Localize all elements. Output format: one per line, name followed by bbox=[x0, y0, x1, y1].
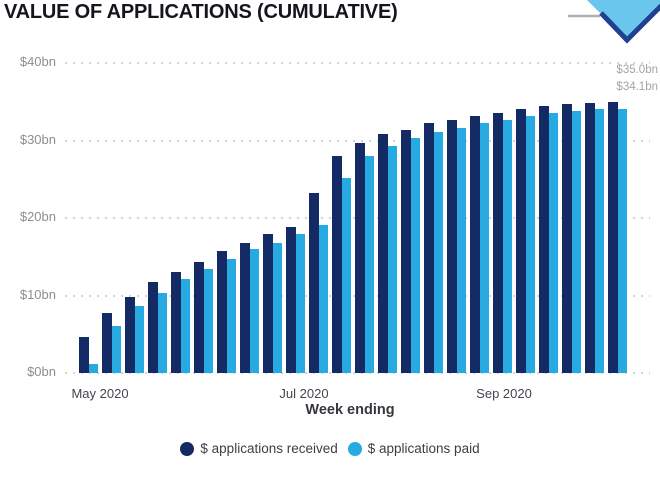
bar-paid[interactable] bbox=[135, 306, 144, 373]
bar-paid[interactable] bbox=[296, 234, 305, 373]
bar-received[interactable] bbox=[125, 297, 135, 373]
bar-group bbox=[148, 282, 167, 373]
gridline bbox=[65, 372, 650, 374]
bar-group bbox=[447, 120, 466, 373]
bar-received[interactable] bbox=[240, 243, 250, 373]
legend-label: $ applications paid bbox=[367, 441, 480, 456]
bar-group bbox=[309, 193, 328, 373]
legend-label: $ applications received bbox=[200, 441, 338, 456]
bar-received[interactable] bbox=[171, 272, 181, 373]
bar-received[interactable] bbox=[493, 113, 503, 373]
y-tick-label: $10bn bbox=[19, 286, 56, 302]
bar-paid[interactable] bbox=[204, 269, 213, 373]
bar-paid[interactable] bbox=[342, 178, 351, 373]
bar-paid[interactable] bbox=[618, 109, 627, 373]
bar-received[interactable] bbox=[263, 234, 273, 373]
bar-paid[interactable] bbox=[89, 364, 98, 373]
bar-paid[interactable] bbox=[365, 156, 374, 373]
bar-received[interactable] bbox=[401, 130, 411, 373]
bar-paid[interactable] bbox=[457, 128, 466, 373]
y-tick-label: $0bn bbox=[27, 364, 56, 379]
gridline bbox=[65, 62, 650, 64]
bar-group bbox=[217, 251, 236, 373]
bar-paid[interactable] bbox=[480, 123, 489, 373]
bar-group bbox=[539, 106, 558, 373]
y-tick-label: $30bn bbox=[19, 131, 56, 147]
bar-received[interactable] bbox=[332, 156, 342, 373]
bar-group bbox=[194, 262, 213, 373]
bar-paid[interactable] bbox=[549, 113, 558, 373]
end-data-labels: $35.0bn $34.1bn bbox=[616, 62, 658, 96]
legend: $ applications received $ applications p… bbox=[0, 441, 660, 456]
bar-received[interactable] bbox=[378, 134, 388, 373]
x-axis-title: Week ending bbox=[305, 402, 395, 418]
diamond-banner-icon bbox=[568, 0, 660, 44]
bar-received[interactable] bbox=[562, 104, 572, 373]
bar-paid[interactable] bbox=[250, 249, 259, 373]
x-tick-label: May 2020 bbox=[71, 386, 129, 401]
bar-group bbox=[424, 123, 443, 373]
bar-group bbox=[263, 234, 282, 373]
plot-area bbox=[65, 62, 650, 374]
bar-paid[interactable] bbox=[388, 146, 397, 373]
bar-group bbox=[102, 313, 121, 373]
bar-received[interactable] bbox=[217, 251, 227, 373]
bar-paid[interactable] bbox=[319, 225, 328, 373]
bar-group bbox=[378, 134, 397, 373]
bar-group bbox=[470, 116, 489, 373]
bar-group bbox=[286, 227, 305, 373]
bar-received[interactable] bbox=[585, 103, 595, 373]
received-series-dot-icon bbox=[180, 441, 195, 456]
bar-paid[interactable] bbox=[112, 326, 121, 373]
bar-paid[interactable] bbox=[434, 132, 443, 373]
bar-received[interactable] bbox=[447, 120, 457, 373]
bar-paid[interactable] bbox=[526, 116, 535, 373]
bar-group bbox=[125, 297, 144, 373]
bar-group bbox=[585, 103, 604, 373]
bar-paid[interactable] bbox=[411, 138, 420, 373]
bar-group bbox=[608, 102, 627, 373]
chart-title: VALUE OF APPLICATIONS (CUMULATIVE) bbox=[4, 1, 398, 23]
bar-received[interactable] bbox=[102, 313, 112, 373]
bar-group bbox=[562, 104, 581, 373]
paid-end-label: $34.1bn bbox=[616, 81, 658, 93]
bar-paid[interactable] bbox=[595, 109, 604, 373]
x-tick-label: Sep 2020 bbox=[476, 386, 532, 401]
x-tick-label: Jul 2020 bbox=[279, 386, 329, 401]
legend-item-received[interactable]: $ applications received bbox=[180, 441, 338, 456]
gridline bbox=[65, 139, 650, 142]
bar-received[interactable] bbox=[424, 123, 434, 373]
bar-received[interactable] bbox=[148, 282, 158, 373]
bar-received[interactable] bbox=[286, 227, 296, 373]
bar-paid[interactable] bbox=[181, 279, 190, 373]
bar-group bbox=[332, 156, 351, 373]
bar-received[interactable] bbox=[608, 102, 618, 373]
bar-group bbox=[493, 113, 512, 373]
bar-paid[interactable] bbox=[503, 120, 512, 373]
bar-group bbox=[516, 109, 535, 373]
bar-paid[interactable] bbox=[273, 243, 282, 373]
bar-paid[interactable] bbox=[227, 259, 236, 373]
bar-paid[interactable] bbox=[158, 293, 167, 373]
received-end-label: $35.0bn bbox=[616, 64, 658, 76]
bar-received[interactable] bbox=[516, 109, 526, 373]
y-tick-label: $40bn bbox=[19, 54, 56, 69]
bar-received[interactable] bbox=[539, 106, 549, 373]
bar-paid[interactable] bbox=[572, 111, 581, 373]
bar-received[interactable] bbox=[79, 337, 89, 373]
legend-item-paid[interactable]: $ applications paid bbox=[347, 441, 480, 456]
bar-group bbox=[240, 243, 259, 373]
bar-received[interactable] bbox=[309, 193, 319, 373]
bar-group bbox=[79, 337, 98, 373]
paid-series-dot-icon bbox=[347, 441, 362, 456]
bar-received[interactable] bbox=[194, 262, 204, 373]
bar-received[interactable] bbox=[470, 116, 480, 373]
bar-received[interactable] bbox=[355, 143, 365, 373]
bar-group bbox=[171, 272, 190, 373]
bar-group bbox=[401, 130, 420, 373]
bar-group bbox=[355, 143, 374, 373]
y-tick-label: $20bn bbox=[19, 209, 56, 224]
